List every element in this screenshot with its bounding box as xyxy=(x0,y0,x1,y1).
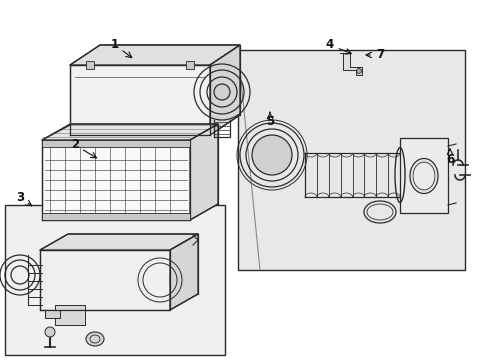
Polygon shape xyxy=(40,250,170,310)
Polygon shape xyxy=(209,45,240,135)
Polygon shape xyxy=(70,45,240,65)
Polygon shape xyxy=(238,50,464,270)
Text: 5: 5 xyxy=(265,116,274,129)
Polygon shape xyxy=(42,124,218,140)
Ellipse shape xyxy=(86,332,104,346)
Text: 4: 4 xyxy=(325,39,333,51)
Polygon shape xyxy=(339,53,361,75)
Polygon shape xyxy=(70,65,209,135)
Circle shape xyxy=(356,68,361,73)
Polygon shape xyxy=(42,140,190,220)
Text: 3: 3 xyxy=(16,192,24,204)
Polygon shape xyxy=(40,234,198,250)
Polygon shape xyxy=(399,138,447,213)
Bar xyxy=(86,61,94,69)
Text: 7: 7 xyxy=(375,49,383,62)
Bar xyxy=(185,61,194,69)
Polygon shape xyxy=(170,234,198,310)
Text: 6: 6 xyxy=(445,153,453,166)
Circle shape xyxy=(45,327,55,337)
Polygon shape xyxy=(190,124,218,220)
Text: 2: 2 xyxy=(71,139,79,152)
Bar xyxy=(5,205,224,355)
Circle shape xyxy=(214,84,229,100)
Bar xyxy=(42,140,190,147)
Text: 1: 1 xyxy=(111,39,119,51)
Polygon shape xyxy=(55,305,85,325)
Polygon shape xyxy=(45,310,60,318)
Bar xyxy=(42,213,190,220)
Circle shape xyxy=(251,135,291,175)
